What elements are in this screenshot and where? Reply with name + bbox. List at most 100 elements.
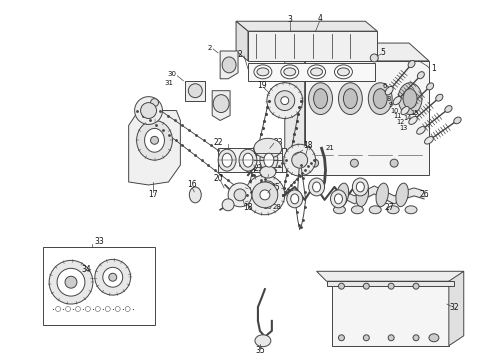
Ellipse shape [213,95,229,113]
Text: 30: 30 [168,71,177,77]
Bar [326,281,454,286]
Ellipse shape [239,149,257,171]
Polygon shape [332,281,449,346]
Text: 15: 15 [410,109,418,116]
Ellipse shape [281,65,299,79]
Polygon shape [285,43,429,61]
Ellipse shape [416,126,425,134]
Ellipse shape [376,183,389,207]
Ellipse shape [292,152,308,168]
Ellipse shape [408,60,415,68]
Ellipse shape [351,206,363,214]
Ellipse shape [356,182,365,192]
Ellipse shape [252,182,278,208]
Ellipse shape [189,187,201,203]
Ellipse shape [313,182,320,192]
Ellipse shape [385,86,393,95]
Ellipse shape [284,144,316,176]
Ellipse shape [314,89,327,109]
Ellipse shape [390,159,398,167]
Text: 18: 18 [303,141,313,150]
Text: 25: 25 [270,184,280,193]
Ellipse shape [393,96,401,105]
Ellipse shape [335,65,352,79]
Text: 18: 18 [243,203,253,212]
Ellipse shape [363,283,369,289]
Ellipse shape [243,153,253,167]
Polygon shape [212,91,230,121]
Ellipse shape [398,83,422,114]
Ellipse shape [287,190,303,208]
Text: 5: 5 [381,49,386,58]
Ellipse shape [339,83,362,114]
Text: 21: 21 [253,163,263,172]
Ellipse shape [275,91,294,111]
Ellipse shape [403,89,417,109]
Ellipse shape [331,190,346,208]
Polygon shape [305,61,429,175]
Polygon shape [236,21,248,61]
Text: 35: 35 [255,346,265,355]
Text: 9: 9 [389,102,393,108]
Ellipse shape [363,335,369,341]
Ellipse shape [338,68,349,76]
Ellipse shape [429,334,439,342]
Ellipse shape [424,136,433,144]
Text: 7: 7 [384,90,388,96]
Text: 2: 2 [238,50,243,59]
Ellipse shape [257,68,269,76]
Text: 16: 16 [188,180,197,189]
Ellipse shape [95,260,131,295]
Ellipse shape [49,260,93,304]
Ellipse shape [234,189,246,201]
Ellipse shape [350,159,358,167]
Ellipse shape [254,65,272,79]
Ellipse shape [222,57,236,73]
Ellipse shape [228,183,252,207]
Polygon shape [236,21,377,31]
Ellipse shape [417,72,424,79]
Ellipse shape [145,129,165,152]
Text: 21: 21 [325,145,334,151]
Ellipse shape [103,267,122,287]
Ellipse shape [409,117,417,125]
Ellipse shape [260,149,278,171]
Ellipse shape [135,96,163,125]
Ellipse shape [427,83,434,90]
Ellipse shape [401,107,409,114]
Text: 19: 19 [257,81,267,90]
Ellipse shape [260,190,270,200]
Text: 31: 31 [164,80,173,86]
Polygon shape [317,271,464,281]
Ellipse shape [57,268,85,296]
Ellipse shape [254,138,282,158]
Ellipse shape [309,83,333,114]
Ellipse shape [284,68,295,76]
Polygon shape [449,271,464,346]
Ellipse shape [311,159,319,167]
Ellipse shape [334,206,345,214]
Polygon shape [129,111,180,185]
Ellipse shape [343,89,357,109]
Text: 3: 3 [287,15,292,24]
Ellipse shape [387,206,399,214]
Polygon shape [254,148,282,172]
Ellipse shape [413,335,419,341]
Ellipse shape [368,83,392,114]
Ellipse shape [413,283,419,289]
Text: 33: 33 [94,237,104,246]
Polygon shape [220,51,238,79]
Ellipse shape [150,136,158,144]
Text: 28: 28 [272,204,281,210]
Text: 11: 11 [393,113,401,120]
Ellipse shape [309,178,324,196]
Polygon shape [285,43,305,175]
Text: 26: 26 [419,190,429,199]
Text: 8: 8 [386,96,391,102]
Ellipse shape [373,89,387,109]
Text: 34: 34 [81,265,91,274]
Text: 4: 4 [317,14,322,23]
Ellipse shape [109,273,117,281]
Ellipse shape [339,283,344,289]
Bar [43,247,154,325]
